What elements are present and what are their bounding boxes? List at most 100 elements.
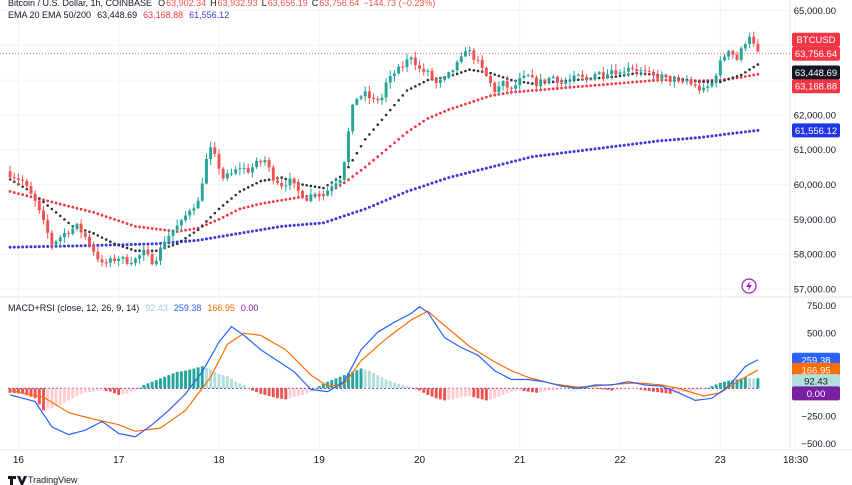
candle[interactable]	[271, 164, 275, 185]
candle[interactable]	[192, 203, 196, 216]
candle[interactable]	[668, 75, 672, 86]
candle[interactable]	[309, 188, 313, 203]
candle[interactable]	[263, 156, 267, 166]
candle[interactable]	[547, 76, 551, 85]
candle[interactable]	[117, 255, 121, 267]
candle[interactable]	[614, 64, 618, 77]
candle[interactable]	[643, 65, 647, 77]
candle[interactable]	[113, 254, 116, 264]
candle[interactable]	[618, 69, 622, 76]
candle[interactable]	[455, 60, 459, 73]
candle[interactable]	[530, 69, 534, 79]
candle[interactable]	[689, 76, 693, 87]
candle[interactable]	[664, 73, 668, 79]
candle[interactable]	[217, 149, 221, 175]
candle[interactable]	[681, 78, 685, 85]
candle[interactable]	[580, 70, 584, 81]
candle[interactable]	[560, 77, 564, 89]
candle[interactable]	[230, 168, 233, 176]
candle[interactable]	[16, 173, 20, 185]
candle[interactable]	[204, 153, 208, 185]
candle[interactable]	[104, 258, 108, 268]
candle[interactable]	[714, 72, 718, 88]
candle[interactable]	[606, 69, 609, 79]
candle[interactable]	[313, 192, 317, 199]
candle[interactable]	[597, 70, 601, 76]
candle[interactable]	[71, 225, 75, 236]
candle[interactable]	[685, 74, 689, 86]
candle[interactable]	[522, 70, 526, 80]
candle[interactable]	[731, 49, 735, 59]
candle[interactable]	[46, 214, 50, 239]
macd-panel[interactable]	[8, 306, 760, 438]
candle[interactable]	[150, 252, 154, 266]
candle[interactable]	[589, 77, 593, 81]
candle[interactable]	[426, 68, 430, 77]
candle[interactable]	[250, 163, 254, 178]
candle[interactable]	[142, 244, 146, 261]
candle[interactable]	[138, 253, 142, 265]
candle[interactable]	[413, 51, 417, 71]
candle[interactable]	[739, 46, 743, 63]
candle[interactable]	[133, 257, 137, 267]
candle[interactable]	[484, 66, 488, 77]
candle[interactable]	[305, 196, 309, 202]
candle[interactable]	[656, 69, 660, 84]
candle[interactable]	[585, 74, 589, 84]
candle[interactable]	[29, 181, 33, 195]
candle[interactable]	[234, 166, 238, 176]
candle[interactable]	[514, 80, 518, 92]
candle[interactable]	[196, 197, 200, 210]
candle[interactable]	[347, 127, 350, 166]
candle[interactable]	[171, 229, 175, 242]
candle[interactable]	[242, 162, 246, 175]
candle[interactable]	[326, 187, 330, 197]
candle[interactable]	[468, 46, 472, 57]
candle[interactable]	[255, 157, 259, 169]
candle[interactable]	[526, 73, 530, 78]
candle[interactable]	[79, 219, 83, 239]
lightning-icon[interactable]	[741, 278, 757, 294]
candle[interactable]	[702, 83, 706, 93]
candle[interactable]	[267, 157, 271, 173]
candle[interactable]	[397, 63, 401, 75]
candle[interactable]	[693, 79, 697, 89]
candle[interactable]	[154, 256, 158, 267]
candle[interactable]	[756, 39, 760, 53]
candle[interactable]	[622, 66, 626, 78]
candle[interactable]	[42, 205, 45, 225]
candle[interactable]	[209, 141, 213, 166]
candle[interactable]	[464, 46, 467, 58]
candle[interactable]	[601, 66, 605, 82]
candle[interactable]	[108, 255, 112, 268]
candle[interactable]	[438, 77, 442, 88]
candle[interactable]	[359, 95, 363, 101]
candle[interactable]	[384, 78, 388, 103]
candle[interactable]	[159, 244, 162, 266]
candle[interactable]	[8, 165, 12, 180]
candle[interactable]	[409, 55, 413, 65]
candle[interactable]	[493, 80, 497, 97]
candle[interactable]	[338, 178, 342, 188]
candle[interactable]	[472, 47, 476, 65]
candle[interactable]	[317, 190, 321, 202]
candle[interactable]	[179, 218, 183, 232]
candle[interactable]	[125, 254, 129, 266]
candle[interactable]	[175, 219, 179, 231]
candle[interactable]	[752, 31, 756, 48]
candle[interactable]	[576, 73, 580, 77]
candle[interactable]	[96, 246, 100, 263]
candle[interactable]	[259, 159, 263, 167]
candle[interactable]	[451, 69, 455, 77]
candle[interactable]	[33, 190, 37, 207]
candle[interactable]	[743, 42, 747, 52]
candle[interactable]	[163, 236, 167, 250]
candle[interactable]	[246, 163, 250, 174]
candle[interactable]	[422, 63, 426, 76]
candle[interactable]	[288, 172, 292, 190]
candle[interactable]	[363, 86, 367, 102]
candle[interactable]	[626, 62, 630, 77]
candle[interactable]	[418, 60, 421, 73]
candle[interactable]	[12, 172, 16, 182]
candle[interactable]	[238, 162, 242, 176]
